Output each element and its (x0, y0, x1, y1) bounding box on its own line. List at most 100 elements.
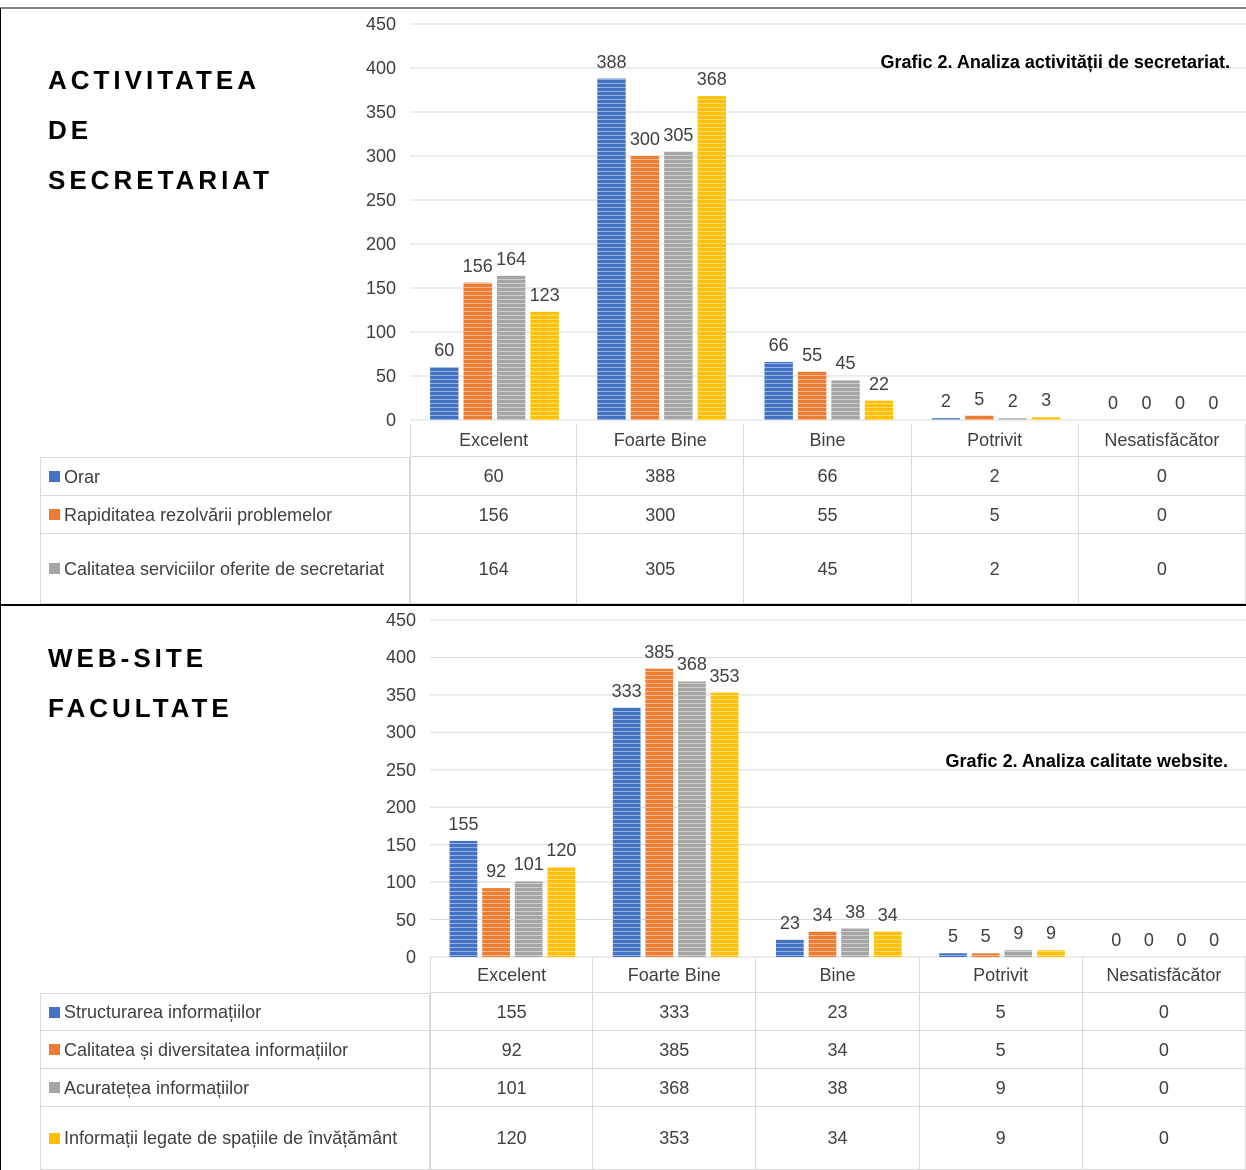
data-label: 22 (868, 373, 889, 394)
category-label: Nesatisfăcător (1078, 424, 1246, 457)
legend-entry: Rapiditatea rezolvării problemelor (40, 496, 410, 534)
table-value: 2 (911, 457, 1079, 496)
data-label: 101 (513, 854, 544, 875)
category-label: Bine (744, 424, 912, 457)
data-label: 305 (663, 124, 694, 145)
legend-entry: Informații legate de spațiile de învățăm… (40, 1107, 430, 1170)
data-label: 23 (779, 912, 800, 933)
bar (965, 415, 994, 420)
legend-label: Calitatea serviciilor oferite de secreta… (64, 558, 385, 579)
bar (645, 668, 674, 957)
legend-swatch (49, 563, 60, 574)
table-value: 300 (577, 496, 745, 534)
bar (971, 953, 1000, 957)
legend-entry: Calitatea și diversitatea informațiilor (40, 1031, 430, 1069)
y-tick-label: 150 (385, 834, 416, 855)
y-tick-label: 400 (385, 647, 416, 668)
table-value: 0 (1082, 1107, 1246, 1170)
bar (697, 96, 727, 420)
bar (797, 371, 827, 420)
table-value: 305 (577, 534, 745, 604)
data-label: 0 (1209, 930, 1220, 950)
table-value: 101 (430, 1069, 594, 1107)
bar (864, 400, 894, 420)
bar (931, 418, 961, 420)
category-label: Potrivit (911, 424, 1079, 457)
y-tick-label: 50 (395, 909, 416, 930)
table-value: 0 (1082, 1069, 1246, 1107)
bar (710, 692, 739, 957)
category-label: Potrivit (919, 957, 1083, 993)
data-label: 156 (462, 255, 493, 276)
y-tick-label: 250 (385, 759, 416, 780)
bar (873, 931, 902, 957)
data-label: 92 (486, 861, 507, 882)
legend-swatch (49, 471, 60, 482)
table-value: 120 (430, 1107, 594, 1170)
bar (482, 888, 510, 957)
y-tick-label: 0 (385, 410, 396, 430)
table-value: 0 (1078, 534, 1246, 604)
data-label: 120 (546, 840, 577, 861)
table-value: 9 (919, 1069, 1083, 1107)
table-value: 55 (744, 496, 912, 534)
table-value: 38 (756, 1069, 920, 1107)
category-label: Foarte Bine (577, 424, 745, 457)
bar (764, 361, 793, 420)
legend-swatch (49, 509, 60, 520)
bar (831, 380, 860, 420)
data-label: 5 (980, 926, 991, 947)
data-label: 5 (974, 388, 985, 409)
section-heading: WEB-SITE FACULTATE (48, 643, 233, 723)
data-label: 155 (448, 813, 479, 834)
data-label: 38 (845, 901, 866, 922)
y-tick-label: 50 (375, 366, 396, 386)
data-label: 34 (877, 904, 898, 925)
data-label: 0 (1141, 393, 1152, 413)
legend-swatch (49, 1044, 60, 1055)
legend-entry: Calitatea serviciilor oferite de secreta… (40, 534, 410, 604)
data-label: 388 (596, 51, 627, 72)
data-label: 3 (1041, 390, 1052, 411)
table-value: 156 (410, 496, 578, 534)
bar (775, 939, 804, 957)
y-tick-label: 300 (385, 722, 416, 743)
table-value: 66 (744, 457, 912, 496)
table-value: 9 (919, 1107, 1083, 1170)
bar (530, 311, 559, 420)
table-value: 0 (1078, 457, 1246, 496)
bar (449, 840, 478, 957)
data-label: 0 (1143, 930, 1154, 950)
table-value: 34 (756, 1107, 920, 1170)
category-label: Nesatisfăcător (1082, 957, 1246, 993)
legend-entry: Structurarea informațiilor (40, 993, 430, 1031)
table-value: 368 (593, 1069, 757, 1107)
bar (664, 151, 693, 420)
bar (430, 367, 459, 420)
table-value: 5 (919, 993, 1083, 1031)
bar (463, 282, 492, 420)
bar (1031, 417, 1061, 420)
data-label: 385 (644, 641, 675, 662)
y-tick-label: 150 (365, 278, 396, 298)
legend-entry: Orar (40, 457, 410, 496)
chart-title: Grafic 2. Analiza calitate website. (945, 751, 1228, 771)
data-label: 300 (629, 129, 660, 149)
bar (1004, 950, 1033, 957)
table-value: 5 (911, 496, 1079, 534)
table-value: 164 (410, 534, 578, 604)
table-value: 92 (430, 1031, 594, 1069)
y-tick-label: 450 (365, 14, 396, 34)
y-tick-label: 350 (385, 684, 416, 705)
y-tick-label: 250 (365, 190, 396, 210)
y-tick-label: 300 (365, 146, 396, 166)
data-label: 368 (676, 654, 707, 675)
bar (998, 418, 1027, 420)
bar (808, 931, 837, 957)
data-label: 0 (1176, 930, 1187, 950)
data-label: 0 (1108, 393, 1119, 413)
category-label: Bine (756, 957, 920, 993)
bar (612, 707, 641, 957)
